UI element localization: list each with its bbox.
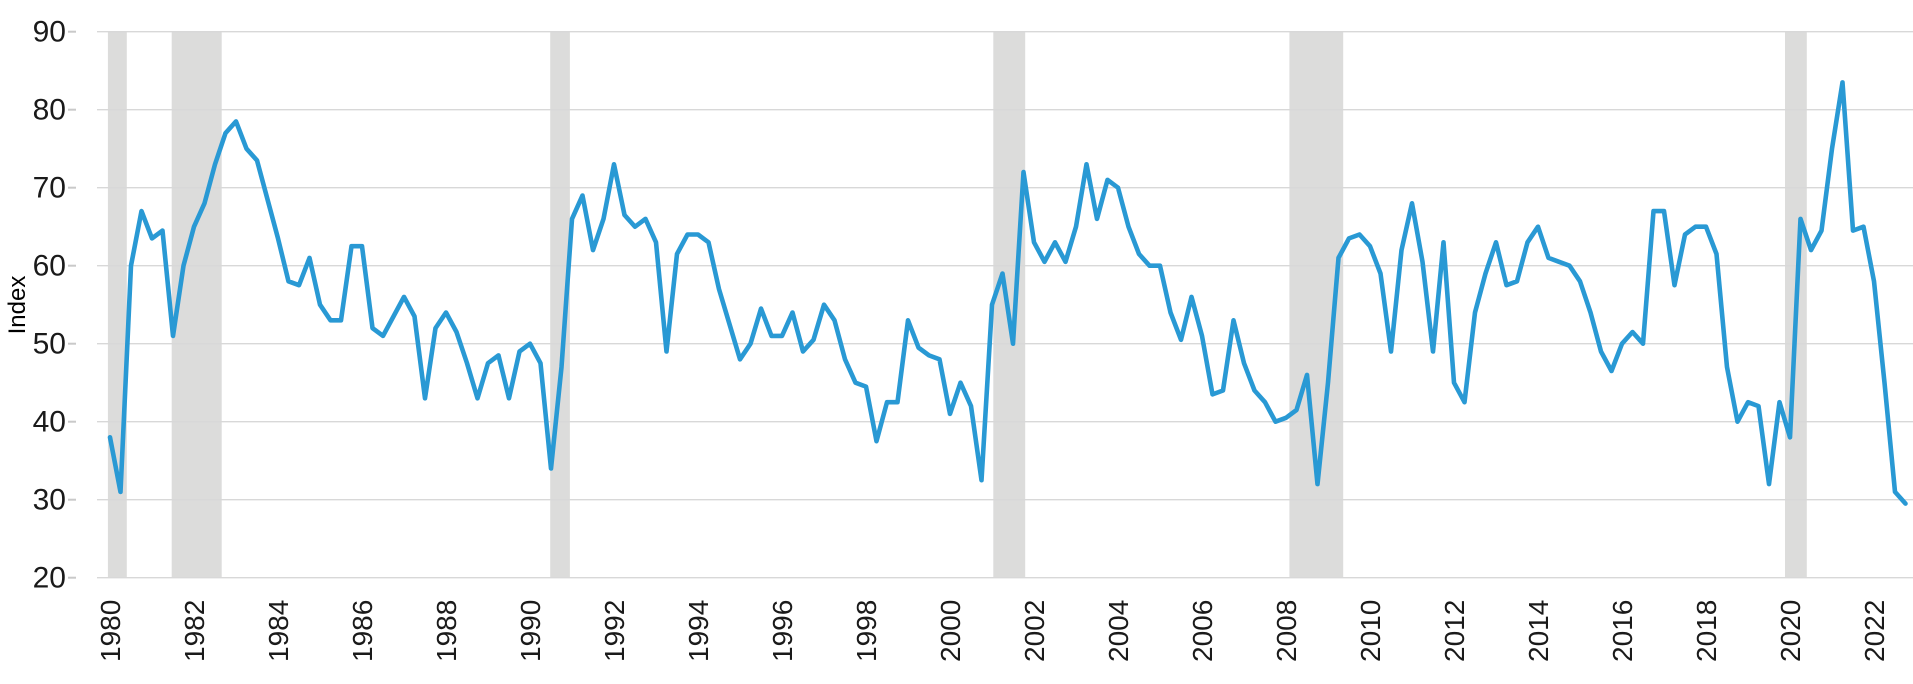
y-tick-label: 90 (33, 16, 66, 49)
x-tick-label: 2006 (1187, 600, 1218, 662)
x-tick-label: 2014 (1523, 600, 1554, 662)
y-tick-label: 80 (33, 94, 66, 127)
grid-layer (68, 30, 1913, 579)
x-tick-label: 2022 (1859, 600, 1890, 662)
x-tick-label: 1998 (851, 600, 882, 662)
x-tick-label: 1984 (263, 600, 294, 662)
y-tick-label: 30 (33, 484, 66, 517)
x-axis-labels: 1980 1982 1984 1986 1988 1990 1992 1994 1996 1998… (95, 600, 1890, 662)
recession-bands-layer (107, 31, 1807, 578)
x-tick-label: 2004 (1103, 600, 1134, 662)
y-axis-labels: 90 80 70 60 50 40 30 20 (33, 16, 66, 595)
x-tick-label: 1990 (515, 600, 546, 662)
x-tick-label: 1986 (347, 600, 378, 662)
x-tick-label: 1992 (599, 600, 630, 662)
x-tick-label: 2016 (1607, 600, 1638, 662)
x-tick-label: 1988 (431, 600, 462, 662)
y-tick-label: 50 (33, 328, 66, 361)
x-tick-label: 1994 (683, 600, 714, 662)
recession-band (107, 31, 127, 578)
x-tick-label: 2012 (1439, 600, 1470, 662)
x-tick-label: 2010 (1355, 600, 1386, 662)
x-tick-label: 2018 (1691, 600, 1722, 662)
x-tick-label: 1996 (767, 600, 798, 662)
y-axis-title: Index (4, 276, 31, 335)
y-tick-label: 20 (33, 562, 66, 595)
chart-line (107, 80, 1908, 506)
y-tick-label: 60 (33, 250, 66, 283)
x-tick-label: 2002 (1019, 600, 1050, 662)
x-tick-label: 2008 (1271, 600, 1302, 662)
x-tick-label: 2020 (1775, 600, 1806, 662)
recession-band (171, 31, 222, 578)
y-tick-label: 70 (33, 172, 66, 205)
y-tick-label: 40 (33, 406, 66, 439)
x-tick-label: 1980 (95, 600, 126, 662)
x-tick-label: 2000 (935, 600, 966, 662)
series-layer (107, 80, 1908, 506)
x-tick-label: 1982 (179, 600, 210, 662)
